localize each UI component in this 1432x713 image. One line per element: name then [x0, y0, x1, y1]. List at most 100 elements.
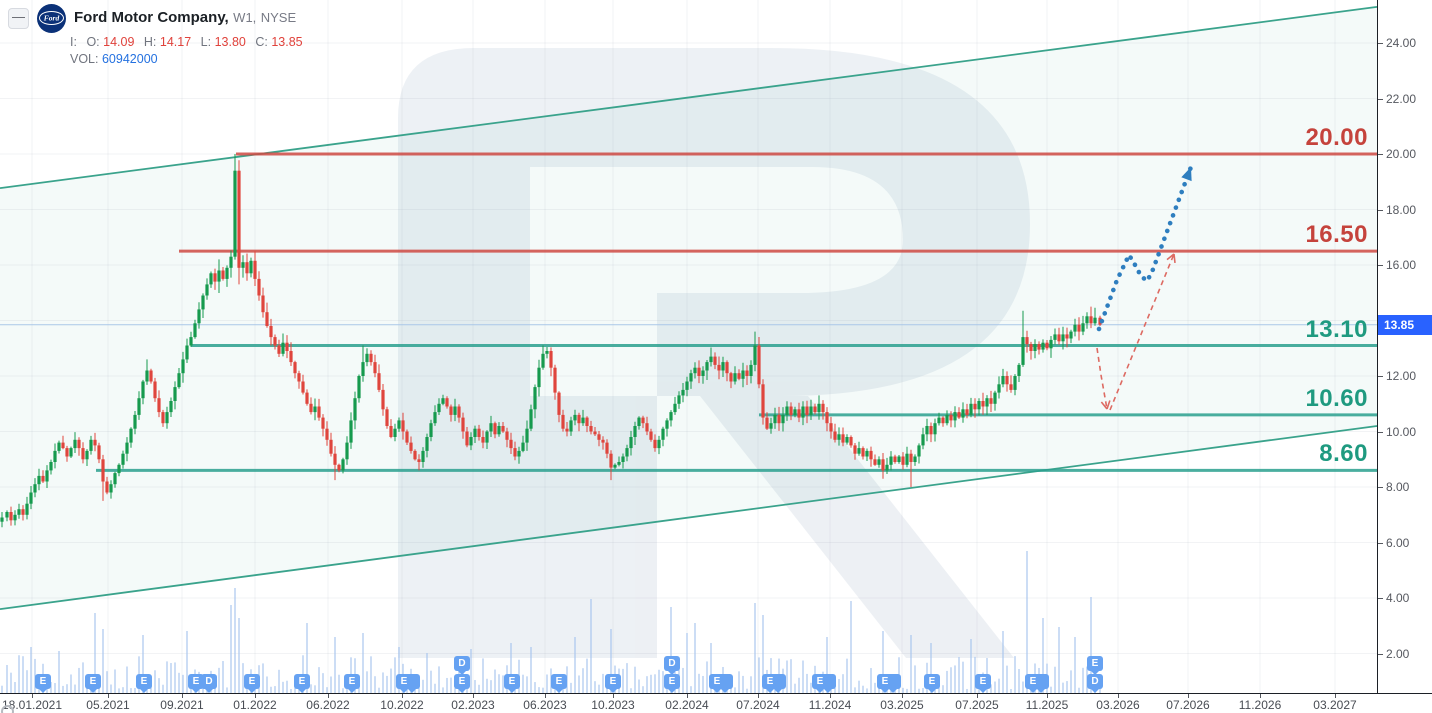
- x-axis-label: 01.2022: [233, 698, 277, 712]
- dividend-badge[interactable]: D: [664, 656, 680, 675]
- x-axis-tick: [182, 694, 183, 698]
- projection-arrow-blue: [1096, 164, 1194, 332]
- x-axis-label: 10.2022: [380, 698, 424, 712]
- x-axis-tick: [1118, 694, 1119, 698]
- channel-fill: [0, 6, 1377, 610]
- x-axis-label: 11.2026: [1238, 698, 1282, 712]
- earnings-badge[interactable]: E: [396, 674, 412, 693]
- ford-logo-icon: Ford: [37, 3, 66, 33]
- earnings-badge[interactable]: E: [877, 674, 893, 693]
- x-axis-label: 07.2025: [955, 698, 999, 712]
- y-axis-tick: [1378, 43, 1383, 44]
- y-axis-tick: [1378, 154, 1383, 155]
- x-axis-label: 11.2025: [1025, 698, 1069, 712]
- earnings-badge[interactable]: E: [1087, 656, 1103, 675]
- candles: [0, 154, 1102, 528]
- open-value: 14.09: [103, 35, 135, 49]
- time-axis[interactable]: 18.01.2021 05.2021 09.2021 01.2022 06.2022 10…: [0, 693, 1432, 713]
- earnings-badge[interactable]: E: [709, 674, 725, 693]
- x-axis-tick: [473, 694, 474, 698]
- earnings-badge[interactable]: E: [975, 674, 991, 693]
- x-axis-tick: [108, 694, 109, 698]
- y-axis-label: 24.00: [1386, 36, 1417, 50]
- x-axis-label: 03.2027: [1313, 698, 1357, 712]
- x-axis-tick: [402, 694, 403, 698]
- x-axis-tick: [1335, 694, 1336, 698]
- x-axis-label: 03.2026: [1096, 698, 1140, 712]
- earnings-badge[interactable]: E: [344, 674, 360, 693]
- x-axis-label: 06.2023: [523, 698, 567, 712]
- x-axis-label: 07.2024: [736, 698, 780, 712]
- y-axis-label: 8.00: [1386, 480, 1410, 494]
- symbol-title[interactable]: Ford Motor Company,: [74, 9, 229, 26]
- corner-glyph-icon: [1, 705, 14, 713]
- earnings-badge[interactable]: E: [85, 674, 101, 693]
- watermark-logo: [398, 48, 1030, 658]
- y-axis-tick: [1378, 376, 1383, 377]
- x-axis-label: 18.01.2021: [1, 698, 63, 712]
- earnings-badge[interactable]: E: [664, 674, 680, 693]
- earnings-badge[interactable]: E: [504, 674, 520, 693]
- x-axis-tick: [613, 694, 614, 698]
- symbol-legend: — Ford Ford Motor Company, W1, NYSE I: O…: [8, 3, 303, 66]
- x-axis-label: 07.2026: [1166, 698, 1210, 712]
- x-axis-label: 02.2023: [451, 698, 495, 712]
- earnings-badge[interactable]: E: [188, 674, 204, 693]
- y-axis-label: 18.00: [1386, 202, 1417, 217]
- x-axis-tick: [328, 694, 329, 698]
- symbol-exchange[interactable]: NYSE: [260, 10, 297, 25]
- earnings-badge[interactable]: E: [294, 674, 310, 693]
- y-axis-label: 4.00: [1386, 591, 1410, 605]
- x-axis-tick: [902, 694, 903, 698]
- symbol-timeframe[interactable]: W1,: [233, 10, 257, 25]
- y-axis-tick: [1378, 431, 1383, 433]
- volume-value: 60942000: [101, 52, 158, 66]
- y-axis-tick: [1378, 487, 1383, 488]
- x-axis-label: 06.2022: [306, 698, 350, 712]
- projection-arrow-red: [1096, 253, 1176, 411]
- price-axis[interactable]: 24.00 22.00 20.00 18.00 16.00 12.00 10.00 8.00 6…: [1377, 0, 1432, 713]
- x-axis-tick: [545, 694, 546, 698]
- x-axis-tick: [687, 694, 688, 698]
- y-axis-label: 2.00: [1386, 646, 1410, 661]
- dividend-badge[interactable]: D: [454, 656, 470, 675]
- y-axis-tick: [1378, 209, 1383, 211]
- x-axis-tick: [830, 694, 831, 698]
- earnings-badge[interactable]: E: [924, 674, 940, 693]
- dividend-badge[interactable]: D: [1087, 674, 1103, 693]
- x-axis-label: 11.2024: [808, 698, 852, 712]
- support-resistance-lines: [96, 152, 1377, 472]
- y-axis-label: 16.00: [1386, 258, 1417, 272]
- y-axis-label: 10.00: [1386, 424, 1417, 439]
- y-axis-tick: [1378, 653, 1383, 655]
- level-label-10-60: 10.60: [1305, 384, 1368, 412]
- dividend-badge[interactable]: D: [201, 674, 217, 693]
- earnings-badge[interactable]: E: [551, 674, 567, 693]
- x-axis-tick: [758, 694, 759, 698]
- x-axis-tick: [1188, 694, 1189, 698]
- y-axis-label: 22.00: [1386, 91, 1417, 106]
- earnings-badge[interactable]: E: [136, 674, 152, 693]
- earnings-badge[interactable]: E: [812, 674, 828, 693]
- x-axis-label: 09.2021: [160, 698, 204, 712]
- trend-channel: [0, 6, 1378, 610]
- collapse-legend-button[interactable]: —: [8, 7, 29, 29]
- x-axis-label: 05.2021: [86, 698, 130, 712]
- y-axis-label: 12.00: [1386, 369, 1417, 383]
- earnings-badge[interactable]: E: [35, 674, 51, 693]
- earnings-badge[interactable]: E: [605, 674, 621, 693]
- x-axis-label: 03.2025: [880, 698, 924, 712]
- level-label-8-60: 8.60: [1319, 440, 1368, 468]
- high-value: 14.17: [159, 35, 192, 49]
- earnings-badge[interactable]: E: [244, 674, 260, 693]
- earnings-badge[interactable]: E: [762, 674, 778, 693]
- x-axis-tick: [977, 694, 978, 698]
- earnings-badge[interactable]: E: [454, 674, 470, 693]
- x-axis-tick: [255, 694, 256, 698]
- earnings-badge[interactable]: E: [1025, 674, 1041, 693]
- y-axis-tick: [1378, 265, 1383, 266]
- x-axis-tick: [32, 694, 33, 698]
- y-axis-tick: [1378, 542, 1383, 544]
